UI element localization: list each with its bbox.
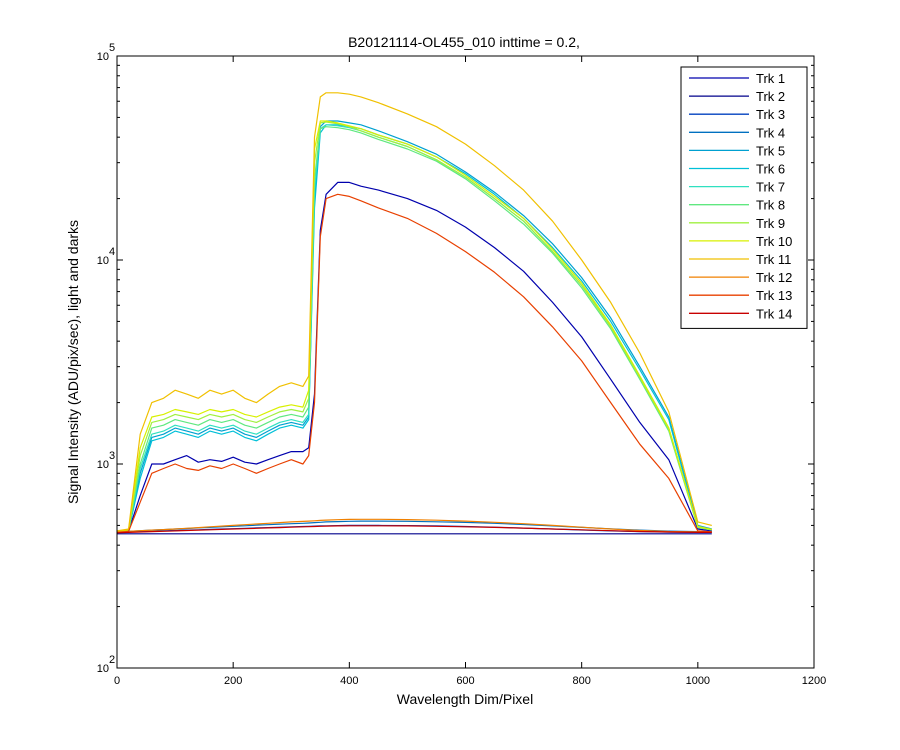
x-tick-label: 400 bbox=[340, 675, 358, 687]
x-tick-label: 1200 bbox=[802, 675, 826, 687]
legend-entry: Trk 4 bbox=[756, 125, 785, 140]
series-line-12 bbox=[116, 518, 712, 533]
legend-entry: Trk 9 bbox=[756, 216, 785, 231]
y-axis-label: Signal Intensity (ADU/pix/sec), light an… bbox=[65, 220, 81, 504]
legend-entry: Trk 1 bbox=[756, 71, 785, 86]
y-tick-exponent: 3 bbox=[109, 450, 115, 462]
legend-entry: Trk 14 bbox=[756, 306, 792, 321]
series-line-14 bbox=[116, 525, 712, 534]
y-tick-exponent: 5 bbox=[109, 42, 115, 54]
x-axis-label: Wavelength Dim/Pixel bbox=[397, 691, 533, 707]
legend: Trk 1 Trk 2 Trk 3 Trk 4 Trk 5 Trk 6 Trk 7 Trk 8… bbox=[680, 66, 808, 329]
y-tick-exponent: 2 bbox=[109, 654, 115, 666]
legend-entry: Trk 2 bbox=[756, 89, 785, 104]
legend-entry: Trk 10 bbox=[756, 234, 792, 249]
legend-entry: Trk 5 bbox=[756, 143, 785, 158]
legend-entry: Trk 11 bbox=[756, 252, 791, 267]
legend-entry: Trk 13 bbox=[756, 288, 792, 303]
x-tick-label: 600 bbox=[456, 675, 474, 687]
y-tick-label: 10 bbox=[97, 51, 109, 63]
legend-entry: Trk 7 bbox=[756, 180, 785, 195]
legend-entry: Trk 3 bbox=[756, 107, 785, 122]
x-tick-label: 800 bbox=[572, 675, 590, 687]
chart-title: B20121114-OL455_010 inttime = 0.2, bbox=[348, 34, 580, 50]
series-line-11 bbox=[116, 92, 712, 532]
y-tick-label: 10 bbox=[97, 459, 109, 471]
x-tick-label: 0 bbox=[114, 675, 120, 687]
series-layer bbox=[116, 92, 712, 535]
legend-entry: Trk 8 bbox=[756, 198, 785, 213]
legend-entry: Trk 6 bbox=[756, 162, 785, 177]
y-tick-label: 10 bbox=[97, 255, 109, 267]
legend-box bbox=[680, 66, 808, 329]
series-line-13 bbox=[116, 193, 712, 534]
x-tick-label: 200 bbox=[224, 675, 242, 687]
legend-entry: Trk 12 bbox=[756, 270, 792, 285]
x-axis-ticks: 0 200 400 600 800 1000 1200 bbox=[114, 56, 826, 687]
y-tick-exponent: 4 bbox=[109, 246, 115, 258]
y-tick-label: 10 bbox=[97, 663, 109, 675]
x-tick-label: 1000 bbox=[686, 675, 710, 687]
